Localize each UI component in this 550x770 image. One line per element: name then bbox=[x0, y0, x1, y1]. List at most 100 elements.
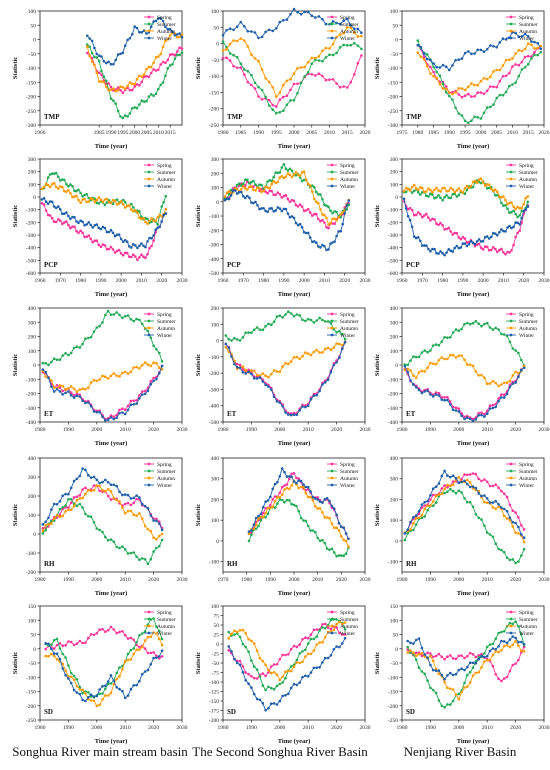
legend-label-spring: Spring bbox=[340, 163, 355, 169]
data-point-autumn bbox=[481, 181, 485, 184]
data-point-winter bbox=[135, 494, 138, 497]
data-point-winter bbox=[241, 670, 245, 674]
data-point-winter bbox=[508, 224, 511, 228]
data-point-summer bbox=[255, 326, 259, 329]
data-point-summer bbox=[299, 516, 303, 520]
data-point-winter bbox=[138, 397, 141, 400]
data-point-winter bbox=[340, 525, 343, 528]
data-point-autumn bbox=[86, 45, 89, 48]
data-point-autumn bbox=[132, 210, 135, 213]
data-point-autumn bbox=[335, 219, 338, 222]
data-point-winter bbox=[471, 485, 475, 488]
data-point-summer bbox=[485, 321, 489, 325]
data-point-winter bbox=[106, 418, 110, 421]
data-point-winter bbox=[273, 482, 277, 486]
data-point-autumn bbox=[284, 670, 287, 673]
data-point-summer bbox=[421, 191, 424, 194]
data-point-autumn bbox=[89, 381, 93, 384]
data-point-winter bbox=[329, 654, 333, 657]
data-point-summer bbox=[160, 538, 164, 542]
data-point-spring bbox=[416, 211, 420, 214]
data-point-summer bbox=[104, 313, 107, 317]
data-point-winter bbox=[97, 54, 101, 57]
data-point-winter bbox=[87, 696, 90, 699]
data-point-winter bbox=[270, 207, 273, 210]
data-point-summer bbox=[52, 357, 56, 360]
data-point-spring bbox=[264, 674, 267, 678]
data-point-summer bbox=[58, 647, 62, 650]
data-point-winter bbox=[517, 35, 521, 38]
data-point-winter bbox=[343, 211, 346, 215]
data-point-spring bbox=[247, 368, 250, 372]
y-tick-label: -300 bbox=[26, 406, 36, 412]
x-axis-title: Time (year) bbox=[457, 291, 490, 298]
data-point-winter bbox=[114, 58, 117, 62]
data-point-spring bbox=[338, 86, 342, 89]
data-point-autumn bbox=[155, 537, 158, 541]
data-point-autumn bbox=[409, 649, 412, 652]
data-point-autumn bbox=[467, 85, 470, 89]
data-point-winter bbox=[281, 404, 284, 408]
data-point-spring bbox=[81, 641, 84, 645]
data-point-spring bbox=[497, 677, 500, 681]
x-tick-label: 2030 bbox=[360, 278, 371, 284]
data-point-winter bbox=[345, 204, 348, 207]
data-point-spring bbox=[502, 677, 506, 680]
data-point-spring bbox=[142, 255, 145, 258]
data-point-spring bbox=[58, 386, 62, 389]
data-point-autumn bbox=[72, 387, 76, 391]
data-point-autumn bbox=[100, 80, 103, 83]
data-point-winter bbox=[282, 19, 285, 22]
data-point-autumn bbox=[310, 56, 314, 60]
data-point-autumn bbox=[294, 171, 298, 174]
data-point-summer bbox=[132, 647, 135, 650]
data-point-winter bbox=[235, 366, 239, 369]
data-point-winter bbox=[419, 239, 422, 243]
data-point-winter bbox=[461, 242, 465, 245]
data-point-spring bbox=[225, 56, 228, 59]
data-point-autumn bbox=[106, 694, 110, 697]
data-point-autumn bbox=[225, 191, 229, 194]
data-point-spring bbox=[482, 92, 486, 96]
data-point-summer bbox=[471, 666, 475, 669]
data-point-autumn bbox=[332, 628, 336, 632]
data-point-winter bbox=[144, 245, 147, 249]
x-tick-label: 2030 bbox=[539, 725, 550, 731]
y-tick-label: 400 bbox=[211, 456, 220, 462]
legend-label-autumn: Autumn bbox=[157, 476, 175, 482]
data-point-spring bbox=[78, 639, 82, 643]
data-point-summer bbox=[343, 337, 347, 341]
data-point-autumn bbox=[75, 684, 79, 688]
data-point-summer bbox=[514, 212, 517, 216]
data-point-autumn bbox=[119, 85, 122, 88]
data-point-winter bbox=[95, 223, 99, 226]
data-point-summer bbox=[55, 637, 59, 641]
legend-label-summer: Summer bbox=[157, 22, 176, 28]
legend-marker-autumn bbox=[330, 29, 334, 33]
data-point-summer bbox=[444, 91, 448, 94]
data-point-autumn bbox=[64, 669, 67, 672]
y-tick-label: -300 bbox=[388, 123, 398, 129]
y-tick-label: 200 bbox=[390, 497, 399, 503]
data-point-autumn bbox=[72, 678, 76, 681]
data-point-autumn bbox=[92, 378, 96, 382]
data-point-winter bbox=[429, 393, 432, 396]
data-point-autumn bbox=[522, 650, 526, 653]
data-point-summer bbox=[425, 53, 429, 56]
data-point-summer bbox=[508, 621, 512, 625]
data-point-summer bbox=[133, 106, 136, 109]
data-point-summer bbox=[289, 99, 292, 102]
data-point-autumn bbox=[324, 46, 328, 50]
legend-label-autumn: Autumn bbox=[157, 624, 175, 630]
data-point-summer bbox=[112, 540, 116, 543]
data-point-summer bbox=[443, 491, 446, 495]
legend-label-summer: Summer bbox=[519, 469, 538, 475]
data-point-summer bbox=[504, 204, 507, 207]
data-point-summer bbox=[242, 182, 245, 186]
data-point-winter bbox=[440, 474, 444, 478]
legend-label-spring: Spring bbox=[340, 610, 355, 616]
legend-marker-summer bbox=[330, 319, 334, 323]
data-point-autumn bbox=[517, 371, 520, 375]
data-point-spring bbox=[132, 638, 135, 642]
